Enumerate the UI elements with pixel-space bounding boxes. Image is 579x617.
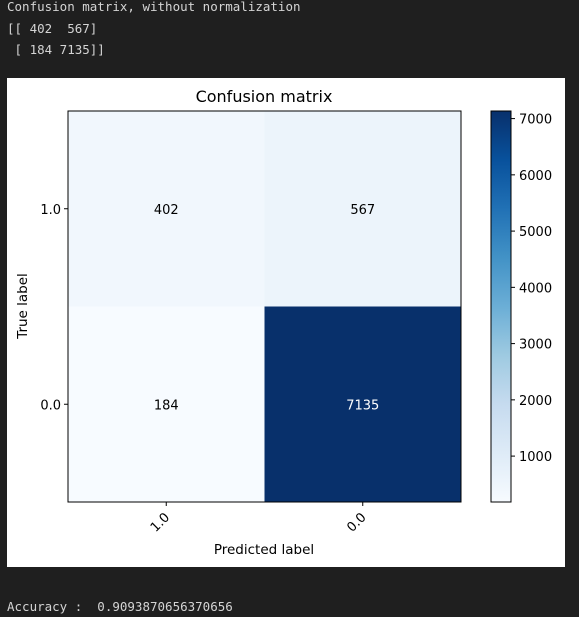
confusion-matrix-chart: Confusion matrix 402 567 184 7135 1.0 0.0 1.… (15, 87, 552, 558)
cell-value-label: 402 (154, 203, 179, 218)
x-axis-label: Predicted label (214, 542, 314, 558)
colorbar-tick-label: 1000 (519, 450, 552, 465)
matrix-row-2-text: [ 184 7135]] (7, 42, 105, 57)
matrix-cell (264, 111, 461, 307)
y-axis-label: True label (15, 273, 31, 340)
y-tick-label: 1.0 (40, 203, 61, 218)
colorbar-tick-label: 4000 (519, 281, 552, 296)
matrix-cell (68, 306, 265, 502)
colorbar-tick-label: 3000 (519, 338, 552, 353)
matrix-row-1-text: [[ 402 567] (7, 21, 98, 36)
x-tick-label: 0.0 (344, 510, 369, 535)
colorbar-tick-label: 6000 (519, 169, 552, 184)
output-header-text: Confusion matrix, without normalization (7, 0, 301, 14)
colorbar-tick-label: 5000 (519, 225, 552, 240)
matrix-cell (68, 111, 265, 307)
cell-value-label: 7135 (346, 398, 379, 413)
y-tick-label: 0.0 (40, 398, 61, 413)
cell-value-label: 184 (154, 398, 179, 413)
colorbar-tick-label: 2000 (519, 394, 552, 409)
matrix-cell (264, 306, 461, 502)
accuracy-text: Accuracy : 0.9093870656370656 (7, 599, 233, 614)
confusion-matrix-figure: Confusion matrix 402 567 184 7135 1.0 0.0 1.… (7, 78, 565, 567)
colorbar-tick-label: 7000 (519, 113, 552, 128)
chart-title: Confusion matrix (196, 87, 333, 106)
x-tick-label: 1.0 (148, 510, 173, 535)
colorbar (490, 110, 512, 503)
cell-value-label: 567 (350, 203, 375, 218)
plot-frame (67, 110, 462, 503)
